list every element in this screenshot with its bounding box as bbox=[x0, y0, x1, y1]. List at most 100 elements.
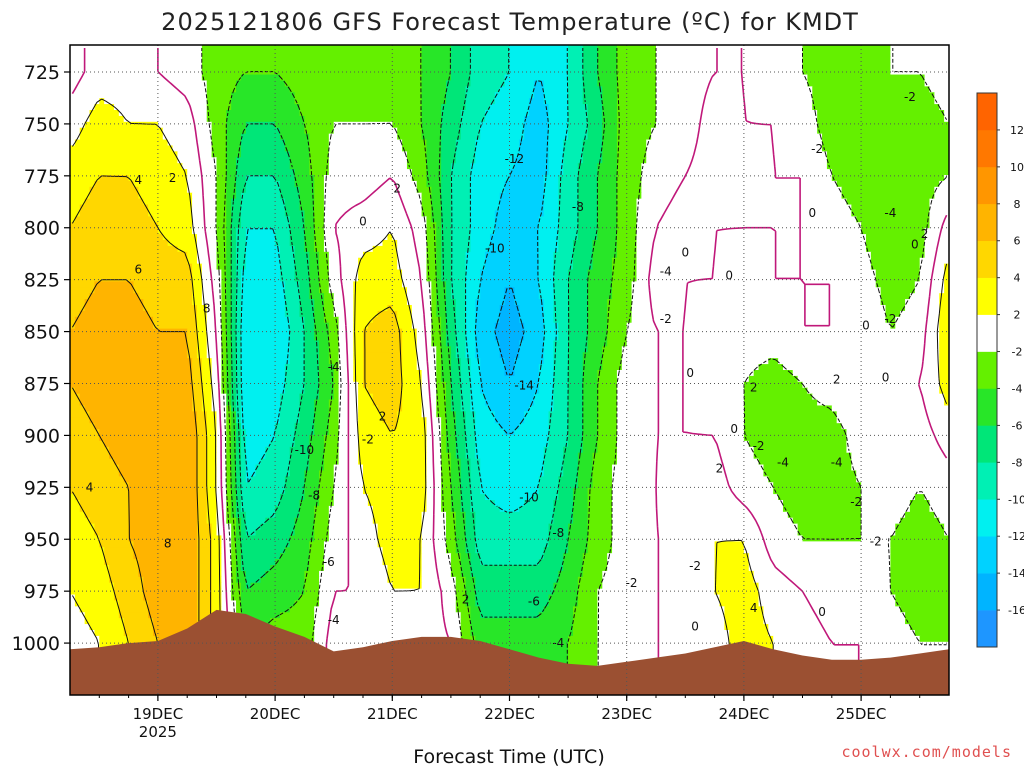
contour-label: 0 bbox=[686, 366, 694, 380]
x-tick-label: 24DEC bbox=[719, 705, 770, 723]
contour-label: 8 bbox=[164, 536, 172, 550]
contour-label: 2 bbox=[462, 592, 470, 606]
colorbar-label: -4 bbox=[1012, 382, 1023, 395]
colorbar-legend: -16 -14 -12 -10 -8 -6 -4 -2 2 4 6 8 10 12 bbox=[976, 92, 1024, 648]
contour-label: -2 bbox=[626, 576, 638, 590]
contour-label: 0 bbox=[882, 370, 890, 384]
contour-label: -8 bbox=[308, 489, 320, 503]
contour-label: 2 bbox=[921, 227, 929, 241]
contour-label: -4 bbox=[777, 455, 789, 469]
colorbar-label: -14 bbox=[1008, 567, 1024, 580]
y-tick-label: 825 bbox=[24, 270, 60, 292]
contour-label: 6 bbox=[135, 262, 143, 276]
x-tick-label: 21DEC bbox=[367, 705, 418, 723]
y-tick-label: 750 bbox=[24, 114, 60, 136]
contour-label: -2 bbox=[870, 534, 882, 548]
contour-label: 2 bbox=[833, 372, 841, 386]
contour-label: 0 bbox=[359, 215, 367, 229]
colorbar-swatch bbox=[977, 129, 997, 168]
contour-label: -10 bbox=[295, 443, 315, 457]
contour-label: -2 bbox=[689, 559, 701, 573]
contour-label: -4 bbox=[660, 264, 672, 278]
contour-label: 4 bbox=[86, 480, 94, 494]
x-tick-label: 20DEC bbox=[250, 705, 301, 723]
contour-label: -12 bbox=[505, 152, 525, 166]
contour-label: -6 bbox=[528, 595, 540, 609]
contour-label: -2 bbox=[811, 142, 823, 156]
y-tick-label: 900 bbox=[24, 425, 60, 447]
contour--10 bbox=[240, 48, 569, 513]
colorbar-label: -10 bbox=[1008, 493, 1024, 506]
colorbar-label: 2 bbox=[1014, 309, 1021, 322]
contour-label: 0 bbox=[691, 619, 699, 633]
x-tick-label: 23DEC bbox=[601, 705, 652, 723]
contour-label: 2 bbox=[169, 171, 177, 185]
colorbar-swatch bbox=[977, 240, 997, 278]
grid-lines bbox=[70, 45, 949, 695]
x-tick-sublabel: 2025 bbox=[139, 723, 177, 741]
contour-label: -4 bbox=[884, 206, 896, 220]
y-tick-label: 925 bbox=[24, 477, 60, 499]
y-tick-label: 950 bbox=[24, 529, 60, 551]
x-tick-label: 22DEC bbox=[484, 705, 535, 723]
colorbar-label: -2 bbox=[1012, 346, 1023, 359]
colorbar-swatch bbox=[977, 93, 997, 131]
colorbar-label: -16 bbox=[1008, 604, 1024, 617]
colorbar-swatch bbox=[977, 462, 997, 500]
contour-labels: 4 2684820-22-4-10-8-6-42-12-8-10-14-10-8-… bbox=[86, 90, 929, 650]
contour-label: -4 bbox=[831, 455, 843, 469]
colorbar-swatch bbox=[977, 610, 997, 648]
colorbar-swatch bbox=[977, 536, 997, 574]
contour-label: 2 bbox=[393, 181, 401, 195]
contour-label: 0 bbox=[808, 206, 816, 220]
contour-lines bbox=[71, 48, 948, 692]
x-axis-label: Forecast Time (UTC) bbox=[413, 746, 604, 768]
contour-label: -2 bbox=[753, 439, 765, 453]
contour-label: 4 bbox=[135, 173, 143, 187]
colorbar-swatch bbox=[977, 388, 997, 426]
y-tick-label: 800 bbox=[24, 218, 60, 240]
contour-label: 2 bbox=[379, 410, 387, 424]
contour-label: -4 bbox=[328, 360, 340, 374]
contour--6 bbox=[230, 48, 606, 618]
colorbar-label: 12 bbox=[1010, 124, 1024, 137]
credit-link[interactable]: coolwx.com/models bbox=[841, 743, 1012, 761]
colorbar-label: 6 bbox=[1014, 235, 1021, 248]
contour-label: 0 bbox=[862, 318, 870, 332]
colorbar-swatch bbox=[977, 314, 997, 352]
colorbar-label: 10 bbox=[1010, 161, 1024, 174]
contour-label: 0 bbox=[818, 605, 826, 619]
contour-2 bbox=[71, 98, 948, 692]
y-tick-label: 725 bbox=[24, 62, 60, 84]
y-axis: 725 750 775 800 825 850 875 900 925 950 975 1000 bbox=[12, 62, 70, 655]
y-tick-label: 875 bbox=[24, 373, 60, 395]
contour-label: -10 bbox=[519, 491, 539, 505]
contour-label: -2 bbox=[660, 312, 672, 326]
colorbar-label: -8 bbox=[1012, 456, 1023, 469]
colorbar-swatch bbox=[977, 351, 997, 389]
contour-label: -10 bbox=[485, 242, 505, 256]
x-tick-label: 19DEC bbox=[133, 705, 184, 723]
contour-label: 8 bbox=[203, 302, 211, 316]
contour-label: -2 bbox=[362, 433, 374, 447]
contour-label: -14 bbox=[514, 379, 534, 393]
colorbar-swatch bbox=[977, 499, 997, 537]
contour--2 bbox=[201, 48, 948, 692]
contour--8 bbox=[235, 48, 588, 566]
colorbar-label: 4 bbox=[1014, 272, 1021, 285]
colorbar-swatch bbox=[977, 573, 997, 611]
contour--4 bbox=[223, 48, 620, 692]
contour-label: 0 bbox=[725, 269, 733, 283]
contour-label: -4 bbox=[328, 613, 340, 627]
colorbar-label: -6 bbox=[1012, 419, 1023, 432]
y-tick-label: 850 bbox=[24, 322, 60, 344]
contour--12 bbox=[474, 80, 549, 434]
contour--14 bbox=[494, 287, 525, 376]
contour-label: -8 bbox=[552, 526, 564, 540]
chart-title: 2025121806 GFS Forecast Temperature (ºC)… bbox=[161, 8, 859, 36]
colorbar-label: -12 bbox=[1008, 530, 1024, 543]
y-tick-label: 975 bbox=[24, 581, 60, 603]
contour-label: -2 bbox=[904, 90, 916, 104]
contour-label: 0 bbox=[681, 246, 689, 260]
y-tick-label: 775 bbox=[24, 166, 60, 188]
